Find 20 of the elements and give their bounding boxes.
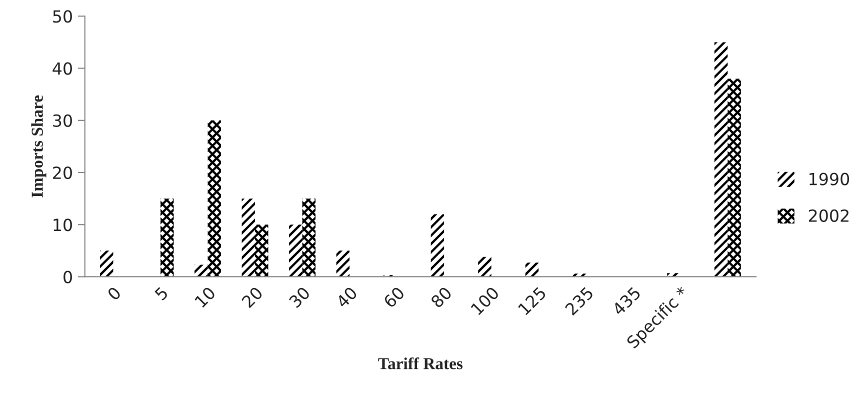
x-tick-label: 30 — [288, 286, 311, 308]
legend-label: 2002 — [808, 209, 848, 222]
x-tick-label: 40 — [335, 286, 358, 309]
y-tick-label: 50 — [53, 10, 72, 23]
y-tick-label: 20 — [53, 166, 72, 180]
y-tick-label: 0 — [64, 270, 72, 284]
y-tick-label: 30 — [53, 114, 72, 127]
x-tick-label: 5 — [154, 286, 169, 301]
y-tick-label: 40 — [52, 62, 72, 75]
y-tick-label: 10 — [54, 218, 72, 232]
x-tick-label: 0 — [106, 286, 122, 301]
legend-label: 1990 — [810, 172, 850, 186]
x-axis-title: Tariff Rates — [378, 357, 463, 370]
x-tick-label: 10 — [194, 286, 216, 308]
y-axis-title: Imports Share — [31, 95, 46, 198]
x-tick-label: 80 — [430, 286, 452, 308]
x-tick-label: 100 — [470, 286, 500, 316]
x-tick-label: 60 — [382, 286, 406, 308]
x-tick-label: 125 — [518, 286, 547, 316]
x-tick-label: 20 — [241, 286, 264, 308]
